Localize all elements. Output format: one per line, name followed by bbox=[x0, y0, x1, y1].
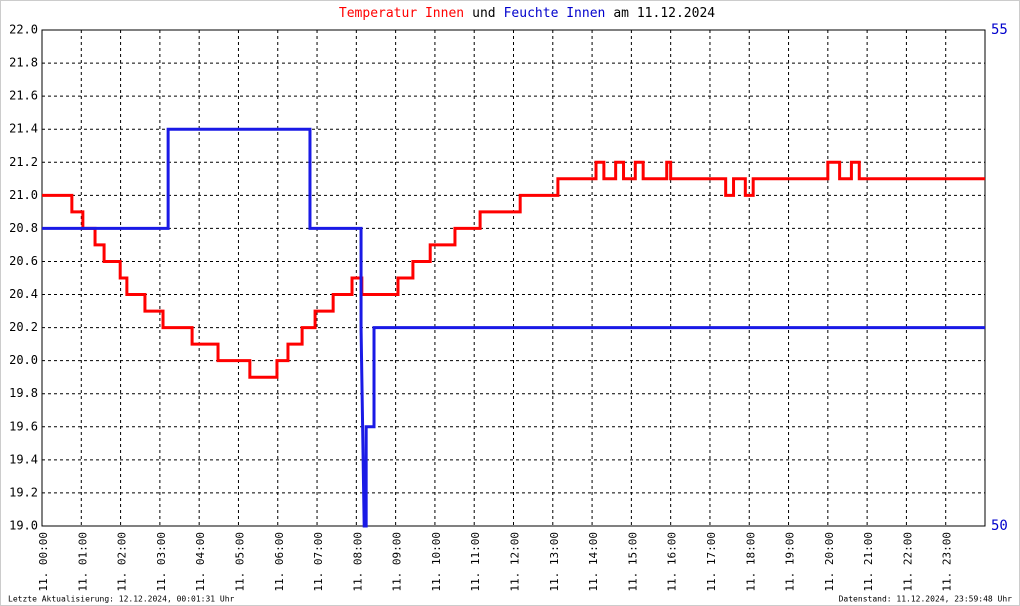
data-line bbox=[42, 160, 985, 379]
x-tick-label: 11. 16:00 bbox=[666, 532, 679, 592]
title-part: am 11.12.2024 bbox=[613, 6, 715, 21]
x-tick-label: 11. 08:00 bbox=[351, 532, 364, 592]
y2-tick-label: 50 bbox=[991, 518, 1008, 534]
x-tick-label: 11. 21:00 bbox=[862, 532, 875, 592]
y-tick-label: 21.8 bbox=[9, 56, 38, 70]
x-tick-label: 11. 13:00 bbox=[548, 532, 561, 592]
footer-left: Letzte Aktualisierung: 12.12.2024, 00:01… bbox=[8, 595, 235, 604]
plot-border bbox=[41, 29, 986, 527]
y-tick-label: 20.6 bbox=[9, 254, 38, 268]
y-tick-label: 21.4 bbox=[9, 122, 38, 136]
y-tick-label: 20.8 bbox=[9, 221, 38, 235]
data-line bbox=[42, 127, 985, 528]
x-tick-label: 11. 02:00 bbox=[116, 532, 129, 592]
x-tick-label: 11. 17:00 bbox=[705, 532, 718, 592]
x-tick-label: 11. 09:00 bbox=[391, 532, 404, 592]
x-tick-label: 11. 06:00 bbox=[273, 532, 286, 592]
title-part: Temperatur Innen bbox=[339, 6, 464, 21]
y-tick-label: 21.0 bbox=[9, 188, 38, 202]
y-tick-label: 19.4 bbox=[9, 452, 38, 466]
y-tick-label: 20.4 bbox=[9, 287, 38, 301]
y-tick-label: 20.0 bbox=[9, 353, 38, 367]
y-tick-label: 19.0 bbox=[9, 519, 38, 533]
title-part: und bbox=[472, 6, 495, 21]
x-tick-label: 11. 07:00 bbox=[312, 532, 325, 592]
x-tick-label: 11. 10:00 bbox=[430, 532, 443, 592]
title-part: Feuchte Innen bbox=[504, 6, 606, 21]
chart-title: Temperatur Innen und Feuchte Innen am 11.12… bbox=[339, 6, 715, 21]
y-tick-label: 22.0 bbox=[9, 23, 38, 37]
footer-right: Datenstand: 11.12.2024, 23:59:48 Uhr bbox=[839, 595, 1013, 604]
x-tick-label: 11. 20:00 bbox=[823, 532, 836, 592]
y-tick-label: 21.6 bbox=[9, 89, 38, 103]
x-tick-label: 11. 05:00 bbox=[233, 532, 246, 592]
x-tick-label: 11. 18:00 bbox=[744, 532, 757, 592]
y-tick-label: 20.2 bbox=[9, 320, 38, 334]
x-tick-label: 11. 04:00 bbox=[194, 532, 207, 592]
y-tick-label: 19.6 bbox=[9, 419, 38, 433]
x-tick-label: 11. 12:00 bbox=[509, 532, 522, 592]
x-tick-label: 11. 00:00 bbox=[37, 532, 50, 592]
y2-tick-label: 55 bbox=[991, 22, 1008, 38]
x-tick-label: 11. 11:00 bbox=[469, 532, 482, 592]
x-tick-label: 11. 01:00 bbox=[76, 532, 89, 592]
x-tick-label: 11. 03:00 bbox=[155, 532, 168, 592]
x-tick-label: 11. 19:00 bbox=[784, 532, 797, 592]
x-tick-label: 11. 15:00 bbox=[626, 532, 639, 592]
x-tick-label: 11. 23:00 bbox=[941, 532, 954, 592]
y-tick-label: 19.8 bbox=[9, 386, 38, 400]
y-tick-label: 21.2 bbox=[9, 155, 38, 169]
x-tick-label: 11. 22:00 bbox=[901, 532, 914, 592]
x-tick-label: 11. 14:00 bbox=[587, 532, 600, 592]
y-tick-label: 19.2 bbox=[9, 485, 38, 499]
